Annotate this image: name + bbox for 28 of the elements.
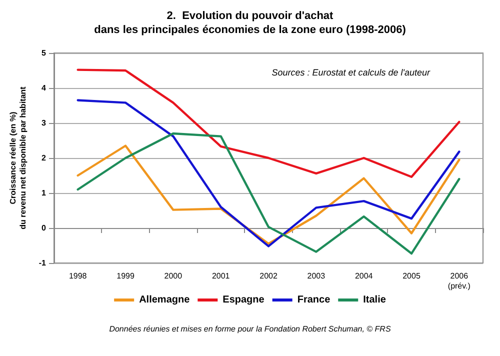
y-tick-label: 5 — [42, 48, 47, 58]
x-tick-label: 2005 — [402, 272, 421, 280]
x-tick-label: 1999 — [116, 272, 135, 280]
x-tick-label: 1998 — [68, 272, 88, 280]
x-tick-label: 2001 — [212, 272, 230, 280]
x-tick-label: 2004 — [354, 272, 374, 280]
x-tick-label: 2000 — [164, 272, 183, 280]
legend-label: France — [297, 294, 331, 306]
line-series — [76, 68, 460, 178]
y-tick-label: 4 — [42, 84, 47, 92]
line-series — [76, 99, 460, 248]
y-tick-label: 3 — [42, 118, 47, 128]
chart-title: 2. Evolution du pouvoir d'achat dans les principales économies de la zone euro (1998-2006) — [94, 10, 406, 36]
legend-label: Allemagne — [139, 294, 190, 306]
x-tick-label: 2006 (prév.) — [448, 272, 471, 290]
legend-label: Espagne — [222, 294, 265, 306]
y-tick-label: -1 — [38, 258, 47, 268]
annotation: Sources : Eurostat et calculs de l'auteur — [272, 68, 432, 78]
x-tick-label: 2002 — [260, 272, 278, 280]
text: Données réunies et mises en forme pour la Fondation Robert Schuman, © FRS — [109, 324, 392, 334]
line-series — [76, 144, 460, 245]
line-series — [76, 132, 460, 255]
y-axis-title: Croissance réelle (en %) du revenu net disponible par habitant — [8, 86, 28, 230]
y-tick-label: 0 — [42, 224, 47, 232]
x-tick-label: 2003 — [307, 272, 326, 280]
y-tick-label: 2 — [42, 154, 47, 162]
y-tick-label: 1 — [42, 188, 47, 198]
legend-label: Italie — [363, 294, 386, 306]
